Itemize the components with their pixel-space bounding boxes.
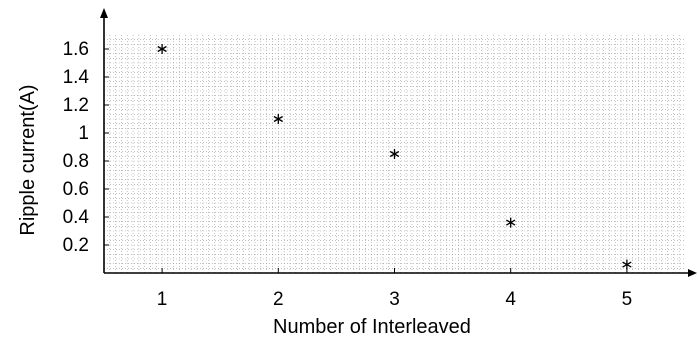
data-point-5 xyxy=(622,259,632,270)
axes xyxy=(100,8,697,277)
y-axis-arrow xyxy=(100,8,108,18)
y-tick-label: 0.8 xyxy=(63,151,89,172)
x-axis-ticks: 1 2 3 4 5 xyxy=(157,268,632,310)
data-point-1 xyxy=(157,44,167,54)
x-axis-arrow xyxy=(688,269,697,277)
data-point-2 xyxy=(273,114,283,124)
y-tick-label: 1.4 xyxy=(63,67,90,88)
x-tick-label: 1 xyxy=(157,289,168,310)
y-tick-label: 1.2 xyxy=(63,95,89,116)
y-tick-label: 1.6 xyxy=(63,39,89,60)
data-point-4 xyxy=(506,217,516,228)
y-tick-label: 0.4 xyxy=(63,207,90,228)
data-points xyxy=(157,44,632,270)
x-tick-label: 4 xyxy=(505,289,516,310)
y-axis-label: Ripple current(A) xyxy=(17,84,39,235)
x-axis-label: Number of Interleaved xyxy=(273,316,471,338)
x-tick-label: 2 xyxy=(273,289,284,310)
y-tick-label: 0.2 xyxy=(63,235,89,256)
y-axis-ticks: 0.2 0.4 0.6 0.8 1 1.2 1.4 1.6 xyxy=(63,39,109,256)
x-tick-label: 3 xyxy=(389,289,400,310)
y-tick-label: 0.6 xyxy=(63,179,89,200)
y-tick-label: 1 xyxy=(78,123,89,144)
x-tick-label: 5 xyxy=(622,289,633,310)
gridlines xyxy=(104,35,685,273)
data-point-3 xyxy=(389,149,400,159)
